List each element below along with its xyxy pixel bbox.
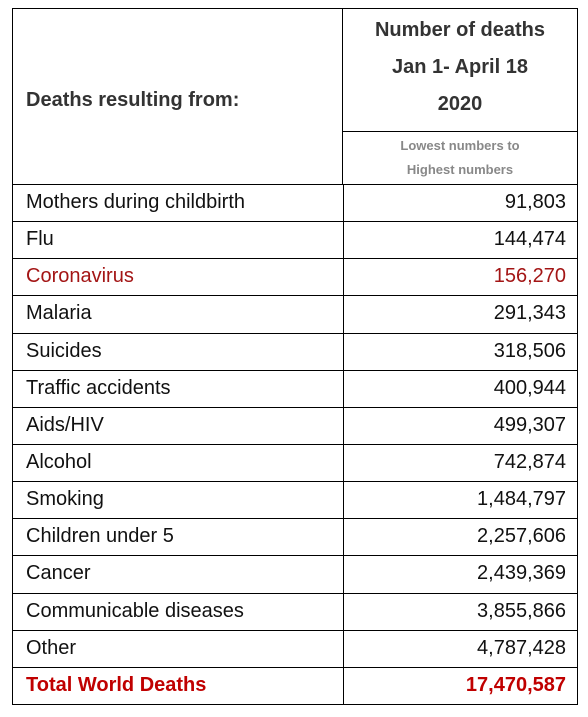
value-cell: 1,484,797 [343,482,577,519]
cause-label: Children under 5 [26,525,174,548]
table-row: Traffic accidents 400,944 [13,369,577,407]
table-row: Coronavirus 156,270 [13,258,577,296]
cause-label: Cancer [26,562,91,585]
cause-label: Malaria [26,302,92,325]
value-cell: 400,944 [343,370,577,407]
header-line: Number of deaths [374,19,546,41]
death-count: 291,343 [493,302,566,325]
death-count: 499,307 [493,413,566,436]
cause-label: Coronavirus [26,265,134,288]
cause-label: Mothers during childbirth [26,191,245,213]
death-count: 318,506 [493,339,566,362]
value-cell: 2,439,369 [343,556,577,593]
table-row: Total World Deaths 17,470,587 [13,666,577,704]
value-cell: 318,506 [343,333,577,370]
value-cell: 499,307 [343,407,577,444]
table-row: Suicides 318,506 [13,332,577,370]
cause-label: Smoking [26,488,104,511]
death-count: 400,944 [493,376,566,399]
cause-label: Alcohol [26,451,92,473]
death-count: 2,439,369 [477,562,566,585]
cause-label: Flu [26,228,54,251]
value-cell: 4,787,428 [343,630,577,667]
value-cell: 144,474 [343,222,577,259]
table-row: Malaria 291,343 [13,295,577,333]
value-cell: 91,803 [343,185,577,222]
value-cell: 156,270 [343,259,577,296]
death-count: 91,803 [504,191,566,213]
value-cell: 742,874 [343,445,577,482]
header-note: Highest numbers [406,162,514,177]
header-note: Lowest numbers to [400,138,520,153]
death-count: 156,270 [493,265,566,288]
table-row: Mothers during childbirth 91,803 [13,184,577,222]
table-row: Children under 5 2,257,606 [13,518,577,556]
header-label: Deaths resulting from: [26,89,240,111]
cause-label: Aids/HIV [26,413,104,436]
cause-label: Communicable diseases [26,599,244,622]
header-line: Jan 1- April 18 [392,56,528,78]
cause-label: Suicides [26,339,102,362]
death-count: 2,257,606 [477,525,566,548]
table: Deaths resulting from: Number of deaths … [12,8,578,705]
table-row: Communicable diseases 3,855,866 [13,592,577,630]
death-count: 17,470,587 [465,673,566,696]
cause-label: Total World Deaths [26,673,207,696]
value-cell: 2,257,606 [343,519,577,556]
table-row: Other 4,787,428 [13,629,577,667]
table-row: Alcohol 742,874 [13,444,577,482]
death-count: 1,484,797 [477,488,566,511]
header-value-cell: Number of deaths Jan 1- April 18 2020 [343,9,577,131]
header-label-cell: Deaths resulting from: [13,9,343,184]
death-count: 144,474 [493,228,566,251]
value-cell: 3,855,866 [343,593,577,630]
header-line: 2020 [437,93,483,115]
table-row: Flu 144,474 [13,221,577,259]
cause-label: Traffic accidents [26,376,171,399]
value-cell: 17,470,587 [343,667,577,704]
death-count: 4,787,428 [477,636,566,659]
death-count: 742,874 [493,451,566,473]
value-cell: 291,343 [343,296,577,333]
table-row: Aids/HIV 499,307 [13,406,577,444]
header-note-cell: Lowest numbers to Highest numbers [343,131,577,184]
cause-label: Other [26,636,77,659]
death-count: 3,855,866 [477,599,566,622]
table-row: Cancer 2,439,369 [13,555,577,593]
table-row: Smoking 1,484,797 [13,481,577,519]
